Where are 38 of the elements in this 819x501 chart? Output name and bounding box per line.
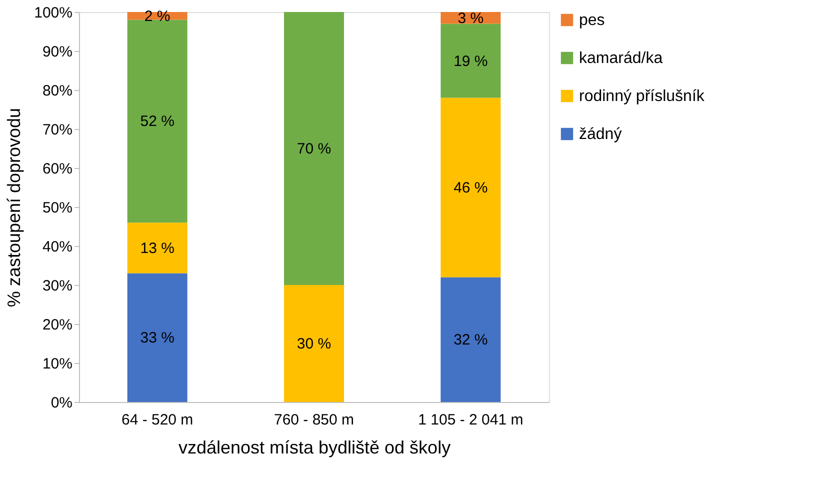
bar — [127, 273, 188, 402]
data-label: 13 % — [140, 240, 174, 257]
y-tick-label: 100% — [34, 4, 72, 22]
data-label: 46 % — [454, 180, 488, 196]
bar — [284, 12, 344, 285]
y-tick-label: 20% — [42, 316, 72, 334]
bar — [127, 20, 188, 223]
bar — [440, 98, 501, 278]
y-tick-label: 30% — [42, 278, 72, 294]
y-tick-label: 0% — [50, 394, 72, 412]
legend-label: rodinný příslušník — [579, 88, 706, 105]
legend-label: pes — [579, 12, 605, 29]
x-tick-label: 1 105 - 2 041 m — [418, 412, 524, 428]
data-label: 70 % — [296, 140, 332, 158]
data-label: 2 % — [144, 8, 170, 25]
x-tick-label: 64 - 520 m — [121, 412, 194, 428]
bar — [440, 277, 501, 402]
y-axis-title: % zastoupení doprovodu — [4, 108, 24, 308]
y-tick-label: 60% — [42, 160, 72, 178]
bar — [284, 285, 344, 402]
x-tick-label: 760 - 850 m — [274, 412, 354, 428]
y-tick-label: 80% — [42, 82, 72, 100]
data-label: 3 % — [458, 10, 484, 27]
bar — [127, 222, 188, 274]
y-tick-label: 40% — [42, 238, 72, 256]
y-tick-label: 50% — [42, 200, 72, 216]
y-tick-label: 90% — [42, 44, 72, 60]
data-label: 52 % — [140, 113, 174, 130]
data-label: 33 % — [140, 330, 174, 347]
bar — [440, 24, 501, 98]
data-label: 32 % — [454, 332, 488, 349]
legend-label: žádný — [579, 126, 622, 143]
legend-label: kamarád/ka — [579, 50, 663, 67]
y-tick-label: 10% — [42, 356, 72, 372]
data-label: 30 % — [296, 336, 332, 352]
x-axis-title: vzdálenost místa bydliště od školy — [178, 438, 451, 458]
data-label: 19 % — [454, 52, 488, 70]
y-tick-label: 70% — [42, 122, 72, 138]
